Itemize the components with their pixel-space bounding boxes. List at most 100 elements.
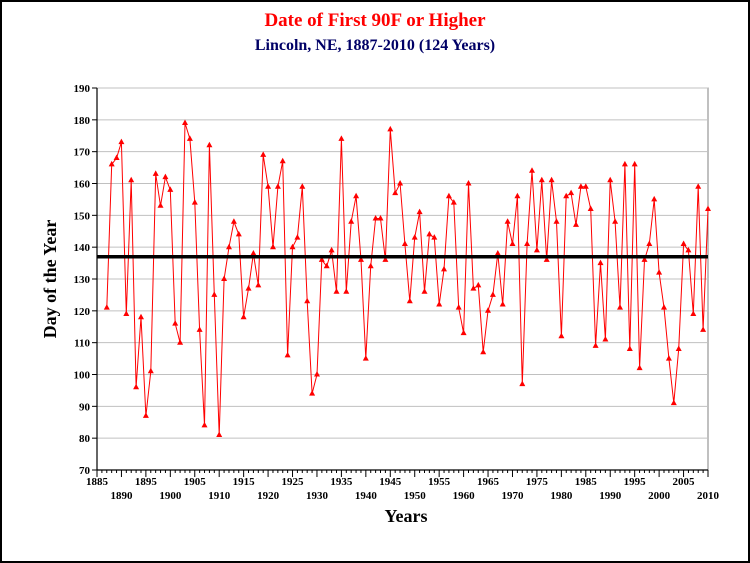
- data-point: [592, 342, 599, 348]
- data-point: [338, 135, 345, 141]
- data-point: [279, 157, 286, 164]
- y-tick-label: 80: [79, 433, 91, 445]
- data-point: [138, 313, 144, 320]
- data-point: [680, 240, 687, 246]
- y-tick-label: 120: [74, 306, 91, 318]
- x-tick-label: 2000: [648, 490, 671, 502]
- data-point: [260, 151, 267, 157]
- data-point: [494, 250, 501, 256]
- x-tick-label: 1915: [233, 476, 256, 488]
- data-point: [690, 310, 697, 316]
- data-point: [626, 345, 633, 351]
- data-point: [113, 154, 120, 160]
- data-point: [665, 355, 672, 361]
- x-tick-label: 1975: [526, 476, 549, 488]
- data-point: [411, 234, 418, 240]
- data-point: [235, 230, 242, 237]
- data-point: [333, 288, 340, 294]
- x-tick-label: 1895: [135, 476, 158, 488]
- x-tick-label: 1900: [159, 490, 182, 502]
- data-point: [377, 215, 384, 221]
- x-tick-label: 1940: [355, 490, 378, 502]
- data-point: [367, 262, 374, 269]
- data-point: [705, 205, 711, 211]
- data-point: [602, 336, 609, 342]
- y-tick-label: 100: [74, 370, 91, 382]
- data-point: [436, 301, 443, 307]
- x-tick-label: 1910: [208, 490, 231, 502]
- data-point: [348, 218, 355, 224]
- data-point: [172, 320, 179, 326]
- data-point: [558, 332, 565, 339]
- x-axis: 1885 1895 1905 1915 1925 1935 1945 1955 1965 1975…: [86, 470, 720, 502]
- data-point: [514, 192, 521, 199]
- data-point: [314, 371, 320, 377]
- data-point: [651, 195, 658, 202]
- y-tick-label: 140: [74, 242, 91, 254]
- x-tick-label: 1970: [501, 490, 524, 502]
- data-point: [343, 288, 350, 294]
- data-point: [142, 412, 149, 418]
- data-point: [226, 243, 232, 250]
- data-point: [318, 256, 325, 262]
- data-point: [372, 215, 379, 221]
- data-point: [548, 176, 555, 183]
- data-point: [255, 281, 262, 288]
- data-point: [504, 218, 511, 224]
- x-tick-label: 1955: [428, 476, 451, 488]
- data-point: [661, 304, 667, 310]
- data-point: [529, 167, 535, 173]
- data-point: [162, 173, 169, 180]
- data-point: [656, 269, 663, 275]
- data-point: [431, 234, 438, 240]
- data-point: [641, 256, 648, 262]
- x-tick-label: 1885: [86, 476, 109, 488]
- y-tick-label: 130: [74, 274, 91, 286]
- data-point: [406, 297, 413, 304]
- y-tick-label: 90: [79, 401, 91, 413]
- data-point: [177, 339, 184, 345]
- data-point: [470, 285, 477, 291]
- data-point: [612, 218, 619, 224]
- data-point: [274, 183, 281, 189]
- data-point: [568, 189, 575, 196]
- data-point: [465, 180, 472, 186]
- data-point: [387, 125, 394, 132]
- series-layer: [103, 119, 711, 437]
- data-point: [284, 351, 291, 358]
- data-point: [533, 246, 540, 253]
- data-point: [206, 141, 213, 148]
- data-point: [304, 297, 311, 304]
- data-point: [358, 256, 364, 262]
- data-point: [509, 240, 516, 246]
- data-point: [636, 364, 643, 371]
- x-tick-label: 1920: [257, 490, 280, 502]
- data-point: [103, 304, 110, 310]
- data-point: [489, 291, 496, 297]
- y-tick-label: 110: [74, 338, 90, 350]
- data-point: [123, 310, 130, 316]
- x-tick-label: 1995: [624, 476, 647, 488]
- x-tick-label: 1890: [110, 490, 133, 502]
- data-point: [607, 176, 614, 183]
- data-point: [250, 250, 257, 256]
- data-point: [392, 189, 399, 196]
- data-point: [108, 160, 115, 167]
- data-point: [240, 313, 247, 320]
- data-point: [221, 275, 228, 281]
- data-point: [196, 326, 203, 332]
- data-point: [519, 380, 526, 387]
- data-point: [582, 183, 589, 189]
- data-point: [573, 221, 579, 227]
- data-point: [670, 399, 677, 406]
- y-tick-label: 160: [74, 179, 91, 191]
- data-point: [675, 345, 682, 351]
- data-point: [475, 281, 482, 288]
- data-point: [186, 135, 193, 141]
- data-point: [621, 160, 628, 167]
- data-point: [695, 183, 702, 189]
- y-tick-label: 180: [74, 115, 91, 127]
- data-point: [553, 218, 560, 224]
- data-point: [401, 240, 408, 246]
